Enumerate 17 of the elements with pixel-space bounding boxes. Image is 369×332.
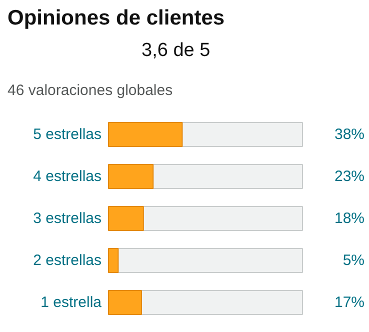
text: 3,6 de 5 (142, 40, 210, 61)
chart-subtitle: 46 valoraciones globales (8, 82, 173, 99)
y-tick-label: 3 estrellas (33, 210, 102, 227)
bar (108, 248, 119, 273)
bar (108, 164, 154, 189)
y-tick-label: 1 estrella (40, 294, 102, 311)
y-tick-label: 2 estrellas (33, 252, 102, 269)
data-label: 23% (334, 168, 365, 185)
data-label: 18% (334, 210, 365, 227)
bar (108, 290, 142, 315)
y-tick-label: 5 estrellas (33, 126, 102, 143)
chart-title: Opiniones de clientes (8, 6, 225, 30)
bar (108, 206, 144, 231)
data-label: 17% (334, 294, 365, 311)
data-label: 38% (334, 126, 365, 143)
y-tick-label: 4 estrellas (33, 168, 102, 185)
data-label: 5% (342, 252, 365, 269)
